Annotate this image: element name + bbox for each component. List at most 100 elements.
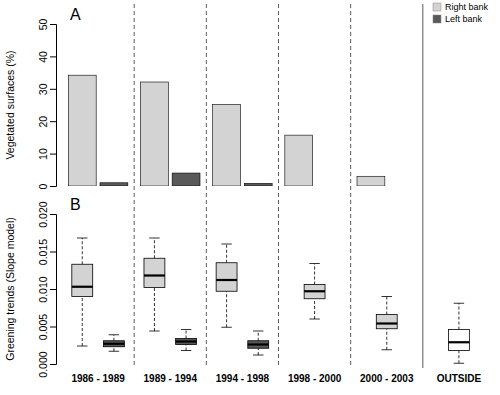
bar: [244, 183, 272, 186]
box-median: [103, 343, 124, 345]
chart-container: 01020304050Vegetated surfaces (%)ARight …: [0, 0, 500, 395]
bar: [213, 104, 241, 186]
separator: [134, 4, 135, 368]
whisker-upper: [113, 335, 114, 341]
y-tick: 50: [37, 19, 56, 31]
whisker-cap-upper: [77, 238, 87, 239]
whisker-cap-upper: [181, 329, 191, 330]
bar: [140, 82, 168, 186]
box-body: [176, 339, 197, 345]
box-median: [176, 340, 197, 342]
y-axis-title: Greening trends (Slope model): [4, 217, 16, 361]
bar: [357, 176, 385, 186]
y-tick-mark: [50, 252, 56, 253]
y-axis-line: [50, 215, 57, 365]
whisker-cap-upper: [253, 331, 263, 332]
whisker-cap-upper: [454, 303, 464, 304]
whisker-cap-lower: [109, 351, 119, 352]
y-tick-label: 0.015: [37, 239, 49, 265]
y-tick-label: 0.020: [37, 201, 49, 227]
y-tick-mark: [50, 364, 56, 365]
y-tick-label: 50: [37, 19, 49, 31]
whisker-cap-lower: [149, 331, 159, 332]
whisker-lower: [113, 347, 114, 352]
box: [304, 264, 325, 320]
y-tick: 0.015: [37, 239, 56, 265]
x-tick-label: OUTSIDE: [437, 373, 482, 384]
y-tick-mark: [50, 186, 56, 187]
box-body: [72, 264, 93, 296]
whisker-cap-upper: [309, 263, 319, 264]
plot-area: [72, 238, 470, 363]
box-body: [144, 258, 165, 287]
box-median: [72, 286, 93, 288]
box-body: [448, 330, 469, 351]
x-tick-label: 1986 - 1989: [71, 373, 125, 384]
whisker-cap-lower: [454, 363, 464, 364]
box: [248, 331, 269, 355]
plot-area: [68, 75, 385, 186]
whisker-upper: [154, 238, 155, 258]
box: [72, 238, 93, 346]
y-tick-label: 0.005: [37, 314, 49, 340]
panel-title: B: [70, 196, 81, 213]
whisker-lower: [458, 351, 459, 364]
y-axis-title: Vegetated surfaces (%): [4, 50, 16, 159]
separator: [206, 4, 207, 368]
whisker-upper: [258, 331, 259, 341]
y-tick-label: 40: [37, 51, 49, 63]
y-axis-line: [50, 25, 57, 187]
y-tick-mark: [50, 214, 56, 215]
y-tick-label: 0: [37, 183, 49, 189]
y-tick-mark: [50, 24, 56, 25]
y-tick: 0: [37, 183, 56, 189]
y-tick: 0.020: [37, 201, 56, 227]
box: [103, 335, 124, 352]
whisker-lower: [386, 329, 387, 350]
legend-swatch: [433, 15, 441, 23]
whisker-cap-lower: [382, 349, 392, 350]
whisker-cap-upper: [109, 334, 119, 335]
box-median: [144, 274, 165, 276]
y-tick-mark: [50, 154, 56, 155]
separator: [278, 4, 279, 368]
whisker-cap-lower: [309, 319, 319, 320]
box-median: [448, 341, 469, 343]
box-body: [216, 263, 237, 292]
y-tick: 40: [37, 51, 56, 63]
bar: [68, 75, 96, 186]
box-median: [304, 290, 325, 292]
y-tick-mark: [50, 289, 56, 290]
separator: [350, 4, 351, 368]
box-body: [103, 341, 124, 347]
y-tick: 30: [37, 83, 56, 95]
x-tick: 2000 - 2003: [360, 368, 414, 384]
whisker-lower: [226, 291, 227, 327]
x-tick: OUTSIDE: [437, 368, 482, 384]
legend-swatch: [433, 3, 441, 11]
box-median: [216, 279, 237, 281]
y-tick-label: 30: [37, 83, 49, 95]
x-tick: 1989 - 1994: [144, 368, 198, 384]
x-axis: 1986 - 19891989 - 19941994 - 19981998 - …: [71, 368, 481, 384]
whisker-lower: [82, 297, 83, 347]
y-tick: 0.010: [37, 276, 56, 302]
y-axis: 0.000 0.005 0.010 0.015 0.020: [37, 201, 57, 377]
x-tick: 1998 - 2000: [288, 368, 342, 384]
y-tick-label: 0.000: [37, 351, 49, 377]
bar: [100, 183, 128, 186]
y-tick-label: 0.010: [37, 276, 49, 302]
box-median: [248, 343, 269, 345]
legend-item: Left bank: [433, 14, 483, 24]
whisker-cap-lower: [253, 355, 263, 356]
y-tick-label: 20: [37, 116, 49, 128]
whisker-upper: [226, 244, 227, 263]
panel-1: 0.000 0.005 0.010 0.015 0.020 Greening trends…: [4, 196, 481, 384]
box: [376, 297, 397, 350]
whisker-cap-upper: [382, 296, 392, 297]
legend-label: Right bank: [445, 2, 489, 12]
x-tick-label: 2000 - 2003: [360, 373, 414, 384]
legend: Right bank Left bank: [433, 2, 489, 24]
whisker-upper: [386, 297, 387, 315]
y-tick: 0.000: [37, 351, 56, 377]
